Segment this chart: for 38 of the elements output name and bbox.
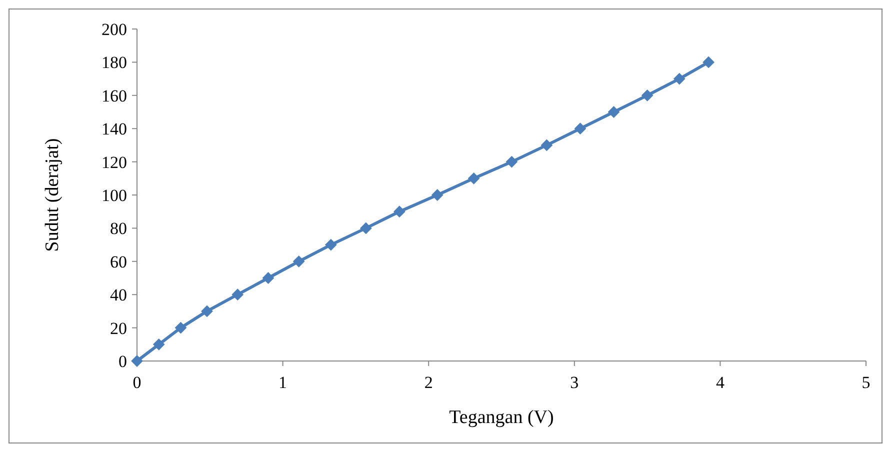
y-tick-label: 160 [102,86,127,106]
point [608,106,620,118]
y-tick-label: 80 [110,219,127,238]
y-axis-title: Sudut (derajat) [42,138,63,252]
y-tick-label: 40 [110,286,127,305]
point [201,305,213,318]
x-tick-label: 2 [424,373,433,392]
y-tick-label: 100 [102,186,127,205]
y-tick-label: 0 [118,352,127,371]
x-tick-label: 5 [862,373,870,392]
point [152,338,165,350]
point [673,72,686,85]
x-tick-label: 4 [716,373,725,392]
point [232,288,244,301]
x-tick-label: 1 [278,373,288,392]
point [506,156,518,168]
y-tick-label: 60 [110,252,127,272]
y-tick-label: 200 [102,20,127,39]
point [174,322,187,334]
x-tick-label: 0 [132,373,142,392]
y-tick-label: 20 [110,318,127,338]
y-tick-label: 120 [102,152,127,172]
point [292,255,305,268]
point [324,238,337,251]
point [641,89,654,102]
point [262,272,274,284]
point [431,189,444,201]
point [394,206,406,218]
y-tick-label: 140 [102,120,127,139]
y-tick-label: 180 [102,53,127,72]
point [468,172,480,184]
point [540,139,553,152]
point [702,56,714,68]
x-tick-label: 3 [570,373,579,392]
point [131,355,143,367]
point [574,122,586,135]
x-axis-title: Tegangan (V) [449,407,554,428]
point [360,222,372,234]
